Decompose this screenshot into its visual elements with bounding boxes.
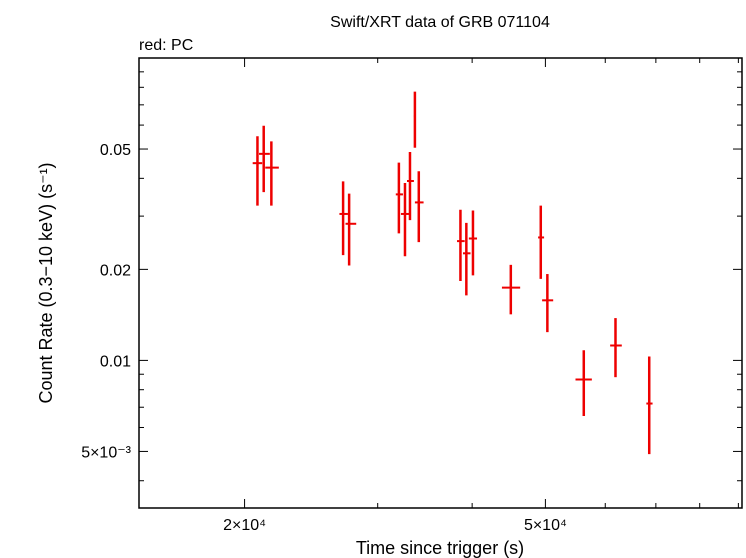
data-point: [646, 356, 653, 455]
data-point: [259, 125, 270, 193]
y-tick-label: 0.05: [100, 142, 131, 159]
y-tick-label: 0.02: [100, 262, 131, 279]
data-point: [395, 162, 403, 234]
data-point: [542, 274, 554, 333]
chart-title: Swift/XRT data of GRB 071104: [330, 14, 550, 31]
x-tick-label: 2×10⁴: [223, 517, 266, 534]
data-point: [538, 205, 545, 279]
data-point: [414, 171, 424, 243]
y-tick-label: 0.01: [100, 353, 131, 370]
data-point: [457, 209, 465, 282]
data-points: [252, 91, 653, 455]
x-axis-ticks: 2×10⁴ 5×10⁴: [223, 58, 739, 534]
data-point: [252, 136, 263, 206]
data-point: [468, 210, 478, 276]
data-point: [462, 222, 471, 296]
data-point: [575, 350, 592, 416]
x-tick-label: 5×10⁴: [524, 517, 567, 534]
data-point: [339, 181, 348, 256]
data-point: [406, 151, 414, 221]
data-point: [610, 318, 622, 378]
plot-frame: [138, 57, 743, 509]
data-point: [400, 183, 410, 257]
y-axis-label: Count Rate (0.3−10 keV) (s⁻¹): [36, 162, 56, 403]
data-point: [265, 141, 279, 206]
y-axis-ticks: 5×10⁻³ 0.01 0.02 0.05: [81, 57, 742, 482]
chart-subtitle: red: PC: [139, 37, 193, 54]
y-tick-label: 5×10⁻³: [81, 444, 131, 461]
data-point: [413, 91, 417, 148]
data-point: [501, 264, 521, 315]
data-point: [345, 193, 357, 266]
x-axis-label: Time since trigger (s): [356, 538, 524, 558]
